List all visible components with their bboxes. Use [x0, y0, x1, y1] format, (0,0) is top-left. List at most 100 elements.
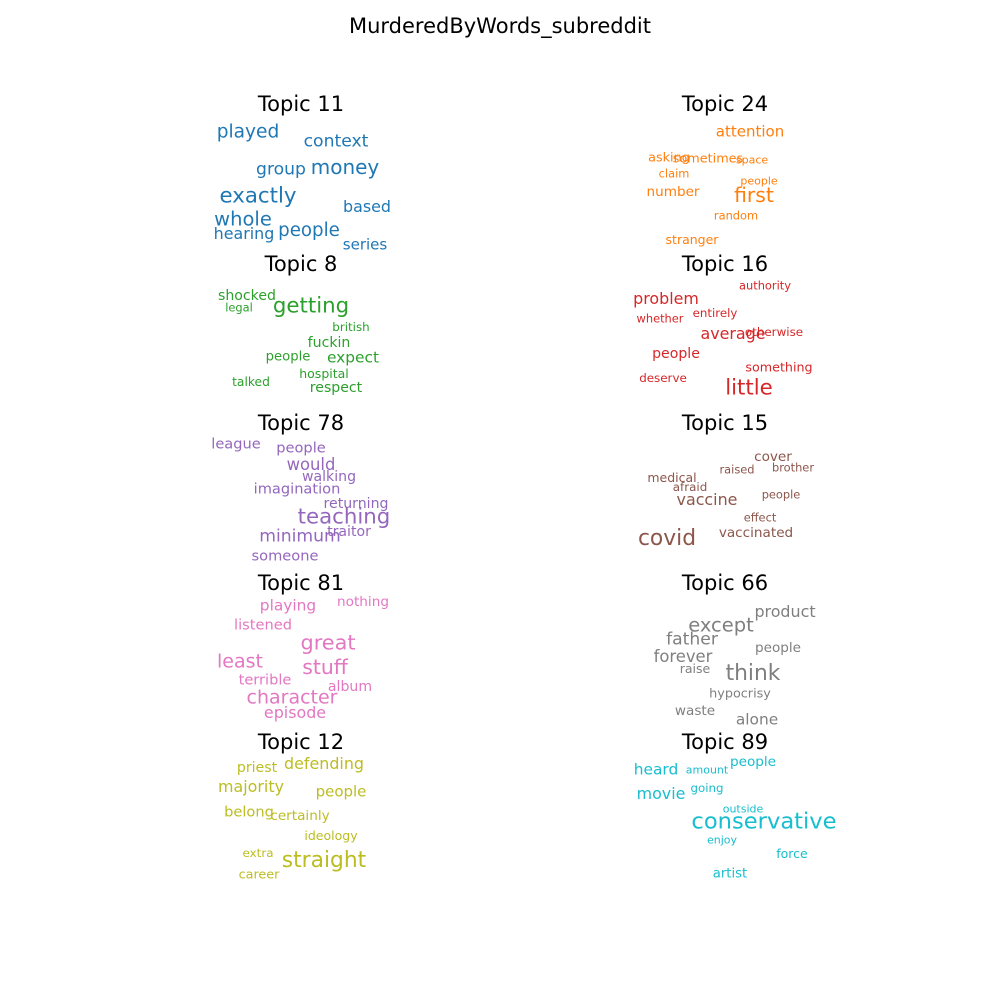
word: force	[776, 845, 808, 861]
word: ideology	[304, 827, 358, 843]
word: sometimes	[672, 151, 744, 167]
topic-title: Topic 78	[257, 411, 345, 435]
word: medical	[647, 469, 697, 485]
word: people	[740, 174, 778, 188]
word: fuckin	[307, 334, 351, 351]
word: people	[729, 754, 777, 771]
word: enjoy	[706, 833, 738, 847]
word: straight	[281, 848, 367, 874]
word: album	[327, 678, 373, 695]
word: entirely	[692, 306, 738, 321]
topic-title: Topic 15	[681, 411, 769, 435]
word: getting	[272, 293, 350, 319]
word: people	[754, 640, 802, 657]
word: going	[690, 781, 724, 796]
word: respect	[309, 379, 363, 396]
word: nothing	[337, 594, 389, 611]
word: terrible	[238, 671, 292, 689]
word: listened	[234, 616, 292, 634]
word: authority	[739, 278, 791, 293]
word: conservative	[691, 808, 837, 835]
topic-title: Topic 89	[681, 730, 769, 754]
word: movie	[636, 784, 686, 804]
word: effect	[743, 510, 777, 525]
word: think	[725, 661, 781, 687]
word: talked	[232, 374, 270, 389]
word: character	[246, 686, 338, 709]
topic-panel: Topic 89 heard amount people going movie outsi…	[600, 730, 850, 890]
word: product	[754, 602, 816, 622]
word: walking	[301, 468, 357, 485]
word: outside	[722, 802, 764, 816]
word: imagination	[253, 480, 341, 498]
word: something	[745, 359, 813, 375]
word: amount	[685, 763, 729, 777]
word: asking	[648, 150, 690, 166]
word: father	[666, 629, 718, 650]
topic-title: Topic 11	[257, 92, 345, 116]
word: career	[238, 867, 280, 883]
word: traitor	[327, 523, 371, 540]
word: great	[300, 630, 356, 655]
word: teaching	[297, 504, 391, 530]
word: someone	[251, 547, 319, 565]
topic-panel: Topic 16 authority problem whether entirely a…	[600, 252, 850, 412]
word: vaccine	[676, 490, 738, 510]
word: group	[256, 159, 306, 180]
word: claim	[658, 166, 690, 181]
word: brother	[771, 460, 815, 475]
word: raise	[679, 660, 711, 676]
word: hearing	[213, 224, 275, 244]
word: whether	[636, 311, 684, 326]
word: extra	[242, 846, 274, 861]
word: people	[761, 487, 801, 502]
word: afraid	[672, 480, 708, 495]
word: hypocrisy	[709, 686, 771, 702]
topic-title: Topic 16	[681, 252, 769, 276]
word: alone	[735, 710, 779, 729]
topic-panel: Topic 66 product except father people forever…	[600, 571, 850, 731]
word: majority	[218, 777, 284, 797]
word: space	[735, 153, 769, 167]
word: returning	[323, 495, 389, 512]
word: deserve	[639, 371, 687, 386]
word: people	[652, 345, 700, 362]
topic-panel: Topic 78 league people would walking imaginat…	[176, 411, 426, 571]
word: little	[725, 375, 773, 401]
word: belong	[224, 803, 274, 821]
word: least	[217, 650, 263, 673]
word: whole	[214, 207, 272, 231]
word: hospital	[299, 365, 349, 381]
word: british	[332, 320, 370, 335]
word: series	[342, 235, 388, 254]
topic-title: Topic 24	[681, 92, 769, 116]
word: certainly	[270, 808, 330, 825]
word: random	[713, 208, 759, 223]
word: vaccinated	[718, 525, 794, 542]
word: context	[303, 131, 369, 152]
word: forever	[653, 646, 713, 666]
word: average	[700, 324, 766, 344]
word: shocked	[218, 287, 276, 304]
word: expect	[326, 348, 380, 367]
word: money	[310, 155, 380, 179]
topic-panel: Topic 8 shocked legal getting british fuckin e…	[176, 252, 426, 412]
word: people	[315, 782, 367, 801]
word: playing	[259, 596, 317, 615]
word: exactly	[219, 183, 297, 209]
word: stranger	[665, 231, 719, 247]
word: otherwise	[744, 325, 804, 340]
word: people	[265, 349, 311, 365]
word: episode	[263, 703, 327, 723]
word: would	[286, 454, 336, 474]
word: number	[646, 184, 700, 201]
word: waste	[674, 703, 716, 720]
word: legal	[225, 300, 253, 315]
word: based	[343, 197, 391, 217]
topic-panel: Topic 81 playing nothing listened great least…	[176, 571, 426, 731]
word: problem	[633, 289, 699, 309]
word: people	[276, 439, 326, 457]
word: people	[278, 219, 340, 241]
word: artist	[712, 866, 748, 882]
topic-panel: Topic 12 priest defending majority people bel…	[176, 730, 426, 890]
